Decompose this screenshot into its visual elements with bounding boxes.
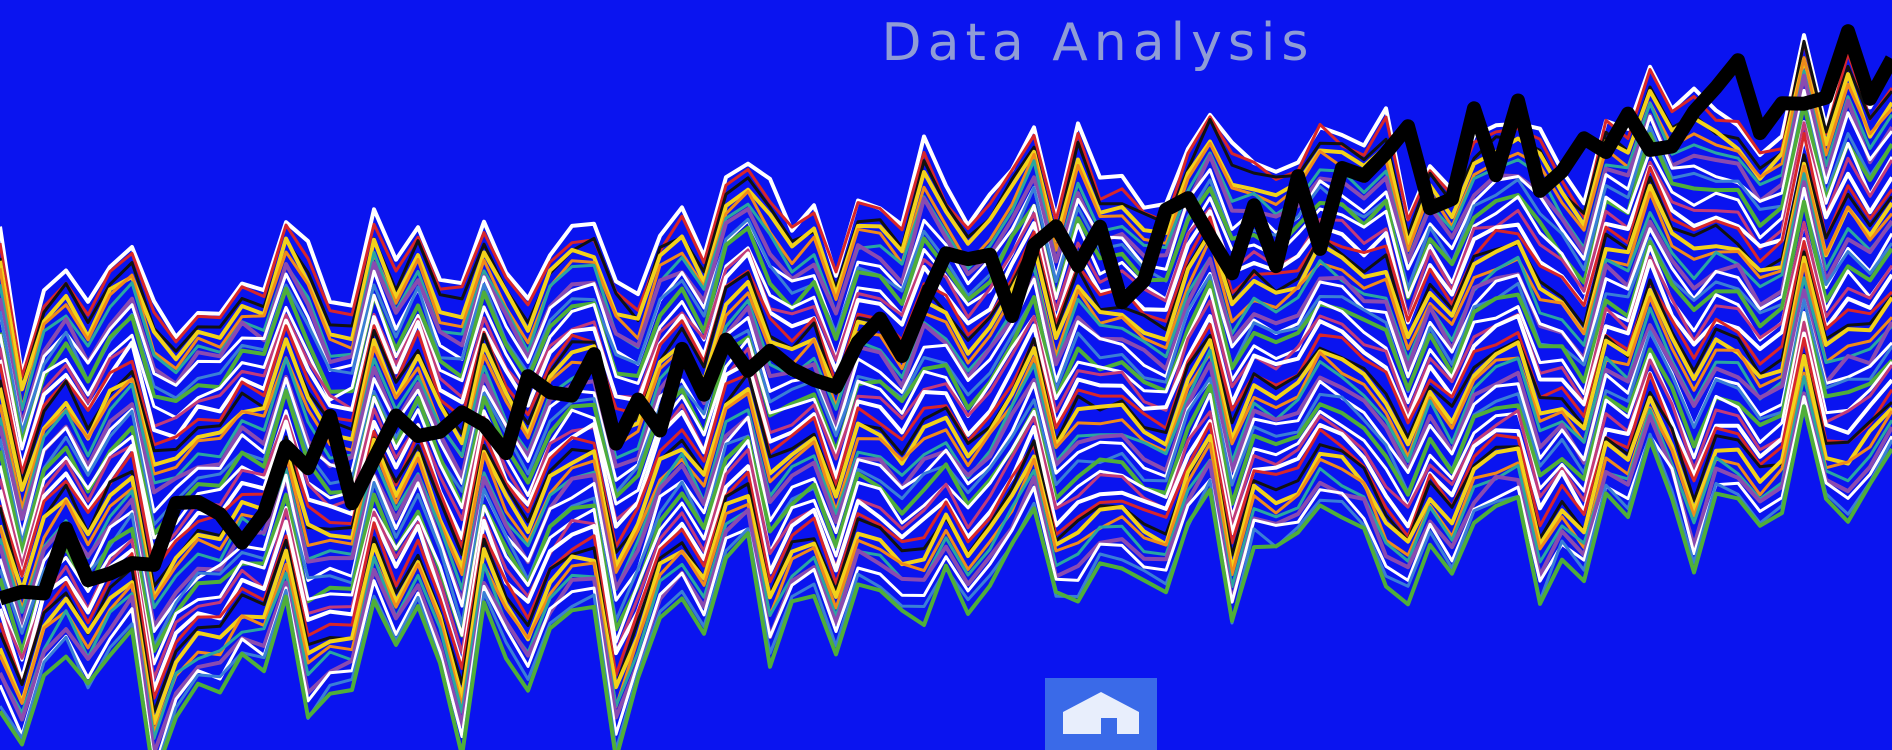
wave-line: [0, 220, 1892, 568]
wave-line: [0, 73, 1892, 427]
wave-line: [0, 395, 1892, 750]
wave-line: [0, 88, 1892, 431]
wave-line: [0, 121, 1892, 469]
wave-line: [0, 132, 1892, 475]
wave-line: [0, 69, 1892, 412]
wave-line: [0, 237, 1892, 578]
wave-line: [0, 336, 1892, 700]
wave-line: [0, 199, 1892, 554]
wave-line: [0, 391, 1892, 750]
logo-house: [1063, 692, 1139, 734]
wave-line: [0, 404, 1892, 750]
wave-line: [0, 353, 1892, 726]
wave-line: [0, 33, 1892, 377]
wave-line: [0, 262, 1892, 611]
wave-line: [0, 255, 1892, 600]
title: Data Analysis: [882, 13, 1315, 73]
wave-line: [0, 39, 1892, 389]
wave-line: [0, 375, 1892, 740]
wave-line: [0, 276, 1892, 614]
wave-line: [0, 240, 1892, 578]
wave-line: [0, 320, 1892, 681]
wave-line: [0, 56, 1892, 411]
wave-line: [0, 221, 1892, 563]
wave-lines: [0, 24, 1892, 750]
highlight-line: [0, 24, 1892, 606]
wave-line: [0, 164, 1892, 510]
wave-line: [0, 331, 1892, 693]
logo: [1045, 678, 1157, 750]
